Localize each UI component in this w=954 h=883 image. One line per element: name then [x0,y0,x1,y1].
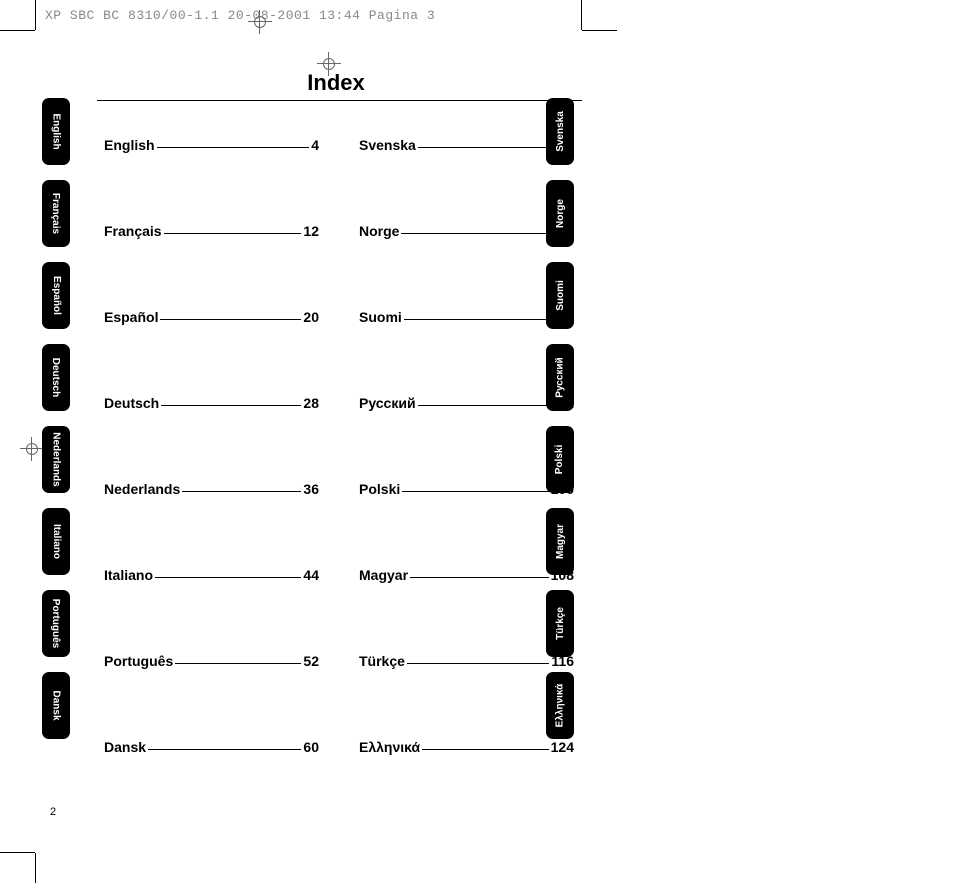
crop-mark [35,0,36,30]
index-lang: Türkçe [359,653,405,669]
index-entry: Svenska68 [359,137,574,153]
leader-line [157,147,310,148]
index-columns: English4 Français12 Español20 Deutsch28 … [42,125,580,765]
crop-mark [0,30,35,31]
crop-mark [582,30,617,31]
print-header: XP SBC BC 8310/00-1.1 20-08-2001 13:44 P… [45,8,435,23]
crop-mark [35,853,36,883]
index-lang: Dansk [104,739,146,755]
tab-deutsch: Deutsch [42,344,70,411]
index-entry: Русский92 [359,395,574,411]
tab-portugues: Português [42,590,70,657]
leader-line [418,147,557,148]
index-lang: Ελληνικά [359,739,420,755]
tab-turkce: Türkçe [546,590,574,657]
index-entry: Español 20 [104,309,319,325]
tab-svenska: Svenska [546,98,574,165]
index-lang: Nederlands [104,481,180,497]
index-entry: Polski100 [359,481,574,497]
index-entry: Norge76 [359,223,574,239]
leader-line [422,749,549,750]
index-column-left: English4 Français12 Español20 Deutsch28 … [104,125,319,765]
tab-italiano: Italiano [42,508,70,575]
index-page: 20 [303,309,319,325]
leader-line [155,577,301,578]
leader-line [161,405,301,406]
leader-line [148,749,301,750]
index-lang: Français [104,223,162,239]
index-page: 12 [303,223,319,239]
index-entry: English 4 [104,137,319,153]
leader-line [404,319,557,320]
leader-line [407,663,549,664]
index-entry: Italiano 44 [104,567,319,583]
language-tabs-left: English Français Español Deutsch Nederla… [42,98,70,739]
leader-line [402,491,548,492]
leader-line [182,491,301,492]
leader-line [418,405,557,406]
index-entry: Nederlands 36 [104,481,319,497]
crop-mark [581,0,582,30]
leader-line [160,319,301,320]
leader-line [175,663,301,664]
tab-espanol: Español [42,262,70,329]
index-entry: Dansk 60 [104,739,319,755]
leader-line [401,233,556,234]
index-entry: Deutsch 28 [104,395,319,411]
index-lang: Svenska [359,137,416,153]
tab-polski: Polski [546,426,574,493]
index-entry: Magyar108 [359,567,574,583]
tab-dansk: Dansk [42,672,70,739]
page-number: 2 [50,806,56,818]
tab-nederlands: Nederlands [42,426,70,493]
tab-greek: Ελληνικά [546,672,574,739]
index-lang: Português [104,653,173,669]
leader-line [410,577,549,578]
index-column-right: Svenska68 Norge76 Suomi84 Русский92 Pols… [359,125,574,765]
tab-francais: Français [42,180,70,247]
registration-mark-icon [20,437,44,461]
index-page: 4 [311,137,319,153]
index-page: 28 [303,395,319,411]
index-entry: Ελληνικά 124 [359,739,574,755]
index-entry: Türkçe116 [359,653,574,669]
tab-english: English [42,98,70,165]
index-lang: Italiano [104,567,153,583]
registration-mark-icon [248,10,272,34]
index-lang: Suomi [359,309,402,325]
index-page: 52 [303,653,319,669]
tab-suomi: Suomi [546,262,574,329]
index-lang: Magyar [359,567,408,583]
index-entry: Suomi84 [359,309,574,325]
index-lang: Español [104,309,158,325]
index-page: 124 [551,739,574,755]
language-tabs-right: Svenska Norge Suomi Русский Polski Magya… [546,98,574,739]
index-entry: Français 12 [104,223,319,239]
page-title: Index [42,70,580,96]
tab-norge: Norge [546,180,574,247]
page-content: Index English 4 Français 12 Español 20 Deut… [42,70,580,810]
index-page: 36 [303,481,319,497]
index-page: 60 [303,739,319,755]
tab-russian: Русский [546,344,574,411]
leader-line [164,233,302,234]
index-page: 44 [303,567,319,583]
index-lang: Norge [359,223,399,239]
index-entry: Português 52 [104,653,319,669]
index-lang: Polski [359,481,400,497]
crop-mark [0,852,35,853]
title-rule [97,100,582,101]
index-lang: Русский [359,395,416,411]
index-lang: English [104,137,155,153]
tab-magyar: Magyar [546,508,574,575]
index-lang: Deutsch [104,395,159,411]
